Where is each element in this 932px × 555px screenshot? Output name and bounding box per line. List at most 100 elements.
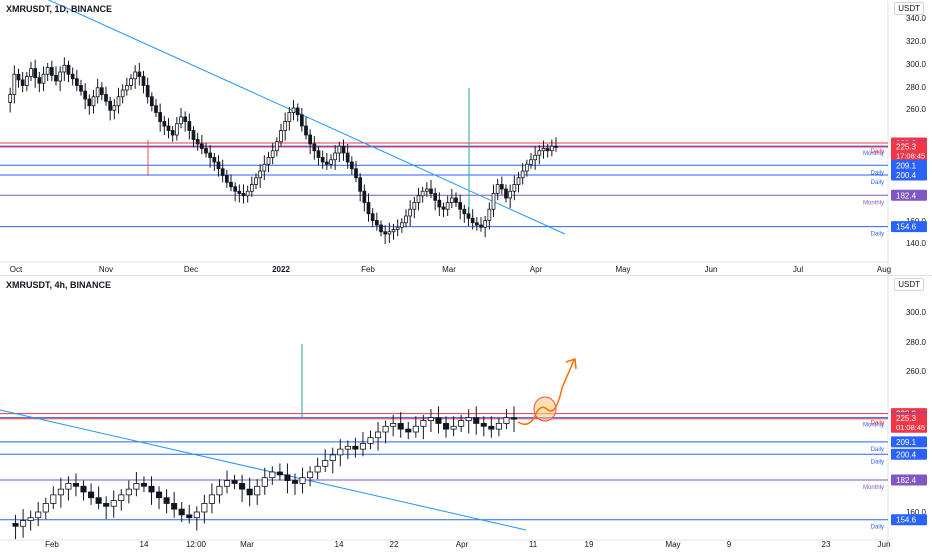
candle-body xyxy=(50,494,57,504)
candle-body xyxy=(108,100,113,111)
pane-divider[interactable] xyxy=(0,275,932,276)
candle-body xyxy=(404,215,408,224)
candle-body xyxy=(91,96,96,107)
candle-body xyxy=(299,477,306,484)
candle-body xyxy=(149,96,154,107)
level-tag-label: Daily xyxy=(871,180,884,186)
candle-body xyxy=(216,161,221,170)
candle-body xyxy=(295,107,300,116)
candle-body xyxy=(488,425,495,430)
candle-body xyxy=(495,423,502,430)
candle-body xyxy=(35,511,42,519)
arrow-head-icon xyxy=(565,357,577,370)
candle-body xyxy=(137,71,142,77)
candle-body xyxy=(179,116,183,125)
candle-body xyxy=(420,190,425,197)
candle-body xyxy=(483,220,488,228)
candle-body xyxy=(441,206,446,210)
currency-label[interactable]: USDT xyxy=(894,2,924,15)
candle-body xyxy=(270,150,275,158)
candle-body xyxy=(212,157,217,163)
candle-body xyxy=(437,199,442,208)
candle-body xyxy=(337,448,344,456)
4h-chart-pane[interactable]: XMRUSDT, 4h, BINANCE USDT 300.0 280.0 260.… xyxy=(0,276,932,550)
candle-body xyxy=(287,112,292,122)
candle-body xyxy=(83,90,88,100)
projection-arrow[interactable] xyxy=(517,359,575,425)
4h-chart-svg[interactable]: 300.0 280.0 260.0 160.0 Feb 14 12:00 Mar 14 22 Apr… xyxy=(0,276,932,550)
price-level-label-bg xyxy=(891,514,927,526)
candle-body xyxy=(229,181,233,188)
price-level-label-bg xyxy=(891,159,927,171)
candle-body xyxy=(12,73,17,95)
candle-body xyxy=(104,94,108,102)
candle-body xyxy=(367,437,374,444)
candle-body xyxy=(405,428,412,433)
time-tick-label: Mar xyxy=(240,540,254,549)
candle-body xyxy=(470,217,475,224)
candle-body xyxy=(72,483,80,487)
candle-body xyxy=(20,520,27,527)
candle-body xyxy=(320,157,325,163)
candle-body xyxy=(41,73,46,84)
price-tick-label: 280.0 xyxy=(906,83,927,92)
candle-body xyxy=(246,488,253,496)
candle-body xyxy=(33,68,38,79)
level-tag-label: Daily xyxy=(871,170,884,176)
candle-body xyxy=(120,89,125,98)
candle-body xyxy=(141,76,146,86)
daily-chart-svg[interactable]: 340.0320.0300.0280.0260.0160.0140.0OctNo… xyxy=(0,0,932,275)
price-level-label-bg xyxy=(891,448,927,460)
candle-body xyxy=(299,114,304,127)
candle-body xyxy=(322,460,329,467)
candle-body xyxy=(379,224,383,233)
trend-line[interactable] xyxy=(0,409,527,531)
candle-body xyxy=(276,471,283,476)
candle-body xyxy=(450,425,457,430)
candle-body xyxy=(95,87,100,98)
price-level-label-bg xyxy=(891,474,927,486)
candle-body xyxy=(174,123,179,136)
price-tick-label: 260.0 xyxy=(906,367,927,376)
candle-body xyxy=(314,465,321,473)
candle-body xyxy=(145,85,150,98)
candle-body xyxy=(274,141,279,152)
candle-body xyxy=(241,193,246,197)
candle-body xyxy=(510,417,518,420)
candle-body xyxy=(29,68,33,77)
candle-body xyxy=(465,417,472,421)
candle-body xyxy=(375,431,382,439)
candle-body xyxy=(358,177,363,192)
candle-body xyxy=(224,175,229,183)
candle-body xyxy=(458,202,463,210)
price-level-label-bg xyxy=(891,412,927,433)
candle-body xyxy=(499,184,504,190)
candle-body xyxy=(345,152,350,163)
candle-body xyxy=(362,190,367,203)
level-tag-label: Monthly xyxy=(863,485,884,491)
candle-body xyxy=(27,517,34,521)
highlight-circle[interactable] xyxy=(533,396,557,422)
price-tick-label: 280.0 xyxy=(906,338,927,347)
candle-body xyxy=(254,177,258,185)
candle-body xyxy=(503,417,510,424)
candle-body xyxy=(74,78,79,86)
candle-body xyxy=(49,67,54,76)
candle-body xyxy=(283,121,288,131)
time-tick-label: May xyxy=(665,540,680,549)
time-tick-label: Nov xyxy=(99,265,113,274)
candle-body xyxy=(524,163,529,172)
currency-label[interactable]: USDT xyxy=(894,278,924,291)
price-level-label: 200.4 xyxy=(896,450,917,459)
daily-chart-pane[interactable]: XMRUSDT, 1D, BINANCE USDT 340.0 320.0 300.… xyxy=(0,0,932,275)
candle-body xyxy=(186,514,193,519)
candle-body xyxy=(245,190,250,197)
price-tick-label: 160.0 xyxy=(906,508,927,517)
candle-body xyxy=(258,170,263,179)
level-tag-label: Daily xyxy=(871,149,884,155)
price-tick-label: 300.0 xyxy=(906,60,927,69)
candle-body xyxy=(254,485,261,496)
price-level-label: 200.4 xyxy=(896,171,917,180)
chart-title: XMRUSDT, 4h, BINANCE xyxy=(6,280,112,290)
candle-body xyxy=(466,213,471,219)
